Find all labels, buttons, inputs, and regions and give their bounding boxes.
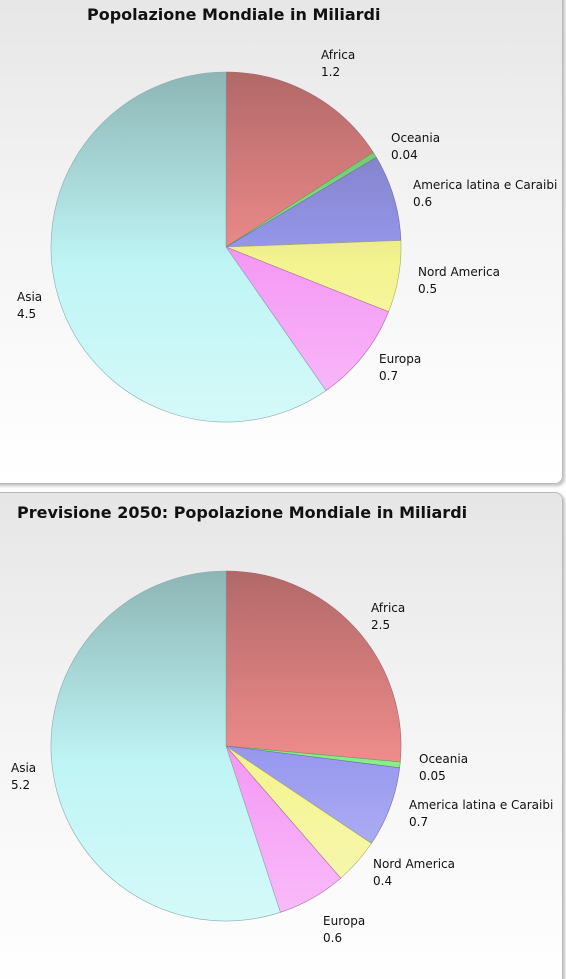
slice-label-america-latina-e-caraibi: America latina e Caraibi 0.6 — [413, 178, 557, 209]
slice-label-nord-america: Nord America 0.5 — [418, 265, 500, 296]
chart-panel-current: Popolazione Mondiale in Miliardi Africa 1… — [0, 0, 563, 484]
slice-label-asia: Asia 4.5 — [17, 290, 42, 321]
pie-slice-africa — [225, 570, 402, 763]
slice-label-africa: Africa 1.2 — [321, 48, 355, 79]
slice-label-africa: Africa 2.5 — [371, 601, 405, 632]
pie-slice-europa — [225, 246, 389, 392]
slice-label-oceania: Oceania 0.05 — [419, 752, 468, 783]
pie-chart-current: Africa 1.2 Oceania 0.04 America latina e Car… — [17, 48, 557, 423]
slice-label-america-latina-e-caraibi: America latina e Caraibi 0.7 — [409, 798, 553, 829]
slice-label-asia: Asia 5.2 — [11, 761, 36, 792]
chart-title: Popolazione Mondiale in Miliardi — [87, 5, 381, 24]
pie-slice-asia — [50, 570, 281, 922]
pie-slice-asia — [50, 71, 327, 423]
slice-label-europa: Europa 0.6 — [323, 914, 365, 945]
pie-chart-2050: Africa 2.5 Oceania 0.05 America latina e Car… — [11, 570, 553, 945]
pie-slice-africa — [225, 71, 374, 248]
chart-title: Previsione 2050: Popolazione Mondiale in… — [17, 503, 468, 522]
slice-label-oceania: Oceania 0.04 — [391, 131, 440, 162]
chart-panel-2050: Previsione 2050: Popolazione Mondiale in… — [0, 492, 563, 979]
slice-label-europa: Europa 0.7 — [379, 352, 421, 383]
slice-label-nord-america: Nord America 0.4 — [373, 857, 455, 888]
